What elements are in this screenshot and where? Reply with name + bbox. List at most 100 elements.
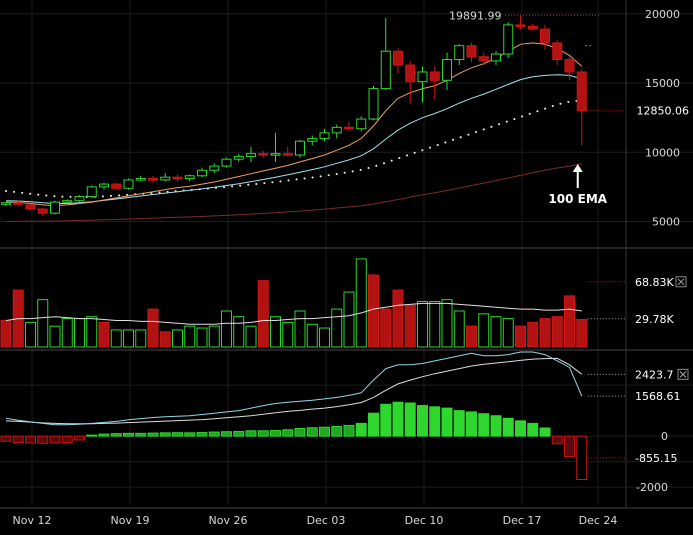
candle-body-down [540,28,550,44]
volume-bar-down [392,289,404,348]
volume-bar-down [551,316,563,348]
volume-bar-up [25,321,36,348]
candle-body-up [123,179,134,189]
macd-value-label: 1568.61 [635,390,681,403]
macd-value-label: -855.15 [635,452,677,465]
volume-bar-up [355,258,367,348]
macd-hist-bar-pos [147,432,159,437]
volume-bar-up [61,318,73,348]
candle-body-up [380,50,391,90]
price-tick-label: 5000 [652,215,680,228]
close-icon [677,368,689,380]
date-tick-label: Dec 03 [307,514,346,527]
candle-body-down [111,183,122,189]
candle-body-up [270,153,281,156]
volume-bar-up [196,327,208,348]
price-tick-label: 15000 [645,77,680,90]
ema-100-annotation: 100 EMA [548,192,607,206]
candle-body-up [50,201,60,214]
volume-bar-down [564,295,575,348]
macd-hist-bar-pos [502,417,514,437]
volume-bar-down [527,321,539,348]
macd-tick-label: 0 [661,430,668,443]
candle-body-down [344,126,354,130]
axis-labels: 5000 10000 15000 20000 12850.06 68.83K 29.78K 2… [13,8,689,527]
candle-body-up [442,59,452,81]
volume-bar-up [453,310,465,348]
macd-hist-bar-neg [564,435,575,458]
macd-hist-bar-neg [576,435,588,480]
candle-body-up [62,200,73,203]
macd-hist-bar-pos [515,420,526,437]
volume-bar-up [343,291,355,348]
ema-fast-line [5,42,583,207]
last-price-label: 12850.06 [637,105,690,118]
volume-label: 68.83K [635,276,674,289]
volume-bar-up [110,329,122,348]
candle-body-down [564,59,575,73]
candle-body-up [417,71,428,83]
close-icon-stroke [679,370,687,378]
candle-body-up [319,132,330,139]
macd-hist-bar-pos [539,427,551,437]
candle-body-down [515,24,526,27]
volume-bar-up [172,329,183,348]
macd-hist-bar-pos [355,422,367,437]
macd-hist-bar-pos [245,430,257,437]
volume-bar-up [502,318,514,348]
candle-body-down [393,50,403,66]
volume-bar-down [539,318,551,348]
macd-hist-bar-pos [294,428,306,437]
candle-body-down [576,71,587,112]
macd-hist-bar-pos [221,431,232,437]
volume-bar-down [404,304,416,348]
candle-body-up [209,165,220,171]
macd-hist-bar-pos [86,434,98,437]
macd-hist-bar-pos [478,413,490,437]
macd-hist-bar-pos [135,432,147,437]
candle-body-up [491,53,501,62]
macd-hist-bar-pos [380,403,392,437]
macd-tick-label: -2000 [636,481,668,494]
macd-value-label: 2423.7 [635,368,674,381]
candle-body-down [282,153,293,156]
candle-body-down [148,178,158,181]
volume-bar-up [270,316,281,348]
volume-bar-up [417,301,428,348]
macd-hist-bar-pos [184,432,196,437]
volume-bar-up [86,316,98,348]
macd-hist-bar-pos [110,433,122,437]
macd-hist-bar-pos [453,410,465,437]
volume-bar-up [123,329,134,348]
macd-hist-bar-neg [61,435,73,444]
macd-hist-bar-neg [0,435,12,442]
volume-bar-up [429,301,441,348]
macd-hist-bar-pos [368,412,379,437]
volume-ma-line [5,302,582,325]
volume-bar-up [319,327,330,348]
close-icon-stroke [677,278,685,286]
candle-body-up [135,178,146,181]
volume-bar-up [74,318,85,348]
candle-body-down [258,153,269,156]
macd-hist-bar-pos [331,425,343,437]
candle-body-up [197,169,207,177]
close-icon [675,276,687,288]
candle-body-up [454,45,465,61]
candle-body-up [160,176,171,181]
candle-body-up [233,155,244,160]
ema-100-line [5,163,582,222]
candle-body-up [356,118,367,130]
volume-bar-down [466,325,477,348]
macd-hist-bar-neg [49,435,61,444]
macd-hist-bar-pos [98,433,110,437]
macd-hist-bar-pos [123,432,134,437]
macd-hist-bar-pos [429,406,441,437]
date-tick-label: Dec 17 [503,514,542,527]
macd-hist-bar-pos [441,407,453,437]
volume-bar-up [49,325,61,348]
volume-bar-up [221,310,232,348]
annotations: 19891.99 100 EMA [449,9,608,206]
volume-bar-down [368,274,379,348]
